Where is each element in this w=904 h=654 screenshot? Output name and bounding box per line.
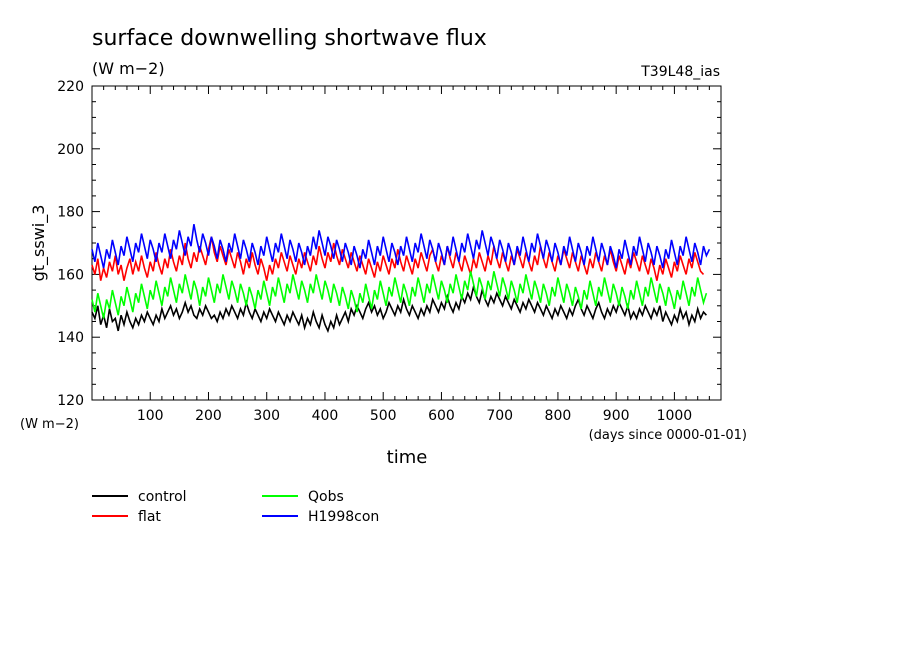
run-label: T39L48_ias (640, 64, 720, 80)
legend-label: H1998con (308, 509, 379, 525)
x-axis-label: time (387, 447, 428, 468)
y-tick-label: 180 (57, 205, 84, 221)
y-axis-label: gt_sswi_3 (29, 205, 49, 282)
plot-area: 100 200 300 400 500 600 700 800 900 1000 120 140 160… (57, 79, 722, 424)
y-tick-label: 140 (57, 330, 84, 346)
chart-title: surface downwelling shortwave flux (92, 26, 487, 51)
x-tick-label: 1000 (657, 408, 693, 424)
title-units: (W m−2) (92, 59, 165, 78)
y-tick-label: 220 (57, 79, 84, 95)
x-tick-label: 600 (428, 408, 455, 424)
y-axis-units: (W m−2) (20, 417, 79, 432)
x-tick-label: 500 (370, 408, 397, 424)
x-tick-label: 800 (545, 408, 572, 424)
legend-label: control (138, 489, 187, 505)
x-tick-label: 200 (195, 408, 222, 424)
series-line-Qobs (91, 271, 708, 319)
x-tick-label: 700 (486, 408, 513, 424)
x-tick-label: 100 (137, 408, 164, 424)
axis-ticks: 100 200 300 400 500 600 700 800 900 1000 120 140 160… (57, 79, 721, 424)
legend-label: flat (138, 509, 161, 525)
x-axis-units: (days since 0000-01-01) (589, 428, 747, 443)
legend: control flat Qobs H1998con (92, 489, 379, 525)
series-line-flat (91, 236, 705, 281)
series-lines (91, 224, 711, 334)
y-tick-label: 200 (57, 142, 84, 158)
y-tick-label: 160 (57, 267, 84, 283)
series-line-H1998con (91, 224, 711, 269)
x-tick-label: 900 (603, 408, 630, 424)
y-tick-label: 120 (57, 393, 84, 409)
x-tick-label: 400 (312, 408, 339, 424)
legend-label: Qobs (308, 489, 344, 505)
series-line-control (91, 283, 707, 334)
x-tick-label: 300 (253, 408, 280, 424)
